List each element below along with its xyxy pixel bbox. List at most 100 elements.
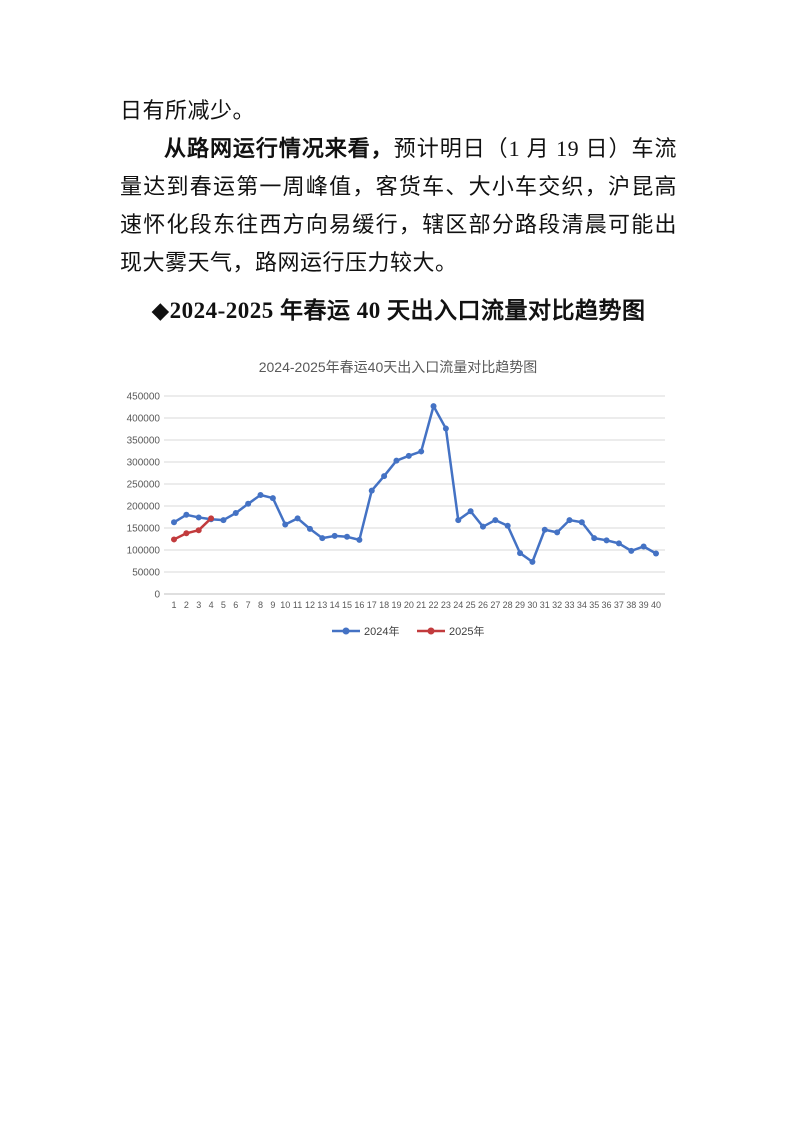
x-axis-tick-label: 22 [429,600,439,610]
series-marker-2024年 [455,517,462,524]
series-marker-2024年 [615,540,622,547]
series-marker-2024年 [331,532,338,539]
series-marker-2024年 [603,537,610,544]
x-axis-tick-label: 37 [614,600,624,610]
x-axis-tick-label: 20 [404,600,414,610]
series-marker-2024年 [183,511,190,518]
series-marker-2024年 [554,529,561,536]
x-axis-tick-label: 40 [651,600,661,610]
series-line-2025年 [172,517,213,541]
series-marker-2024年 [628,547,635,554]
x-axis-tick-label: 19 [391,600,401,610]
x-axis-tick-label: 26 [478,600,488,610]
x-axis-tick-label: 1 [171,600,176,610]
series-marker-2025年 [171,536,177,543]
chart-title: 2024-2025年春运40天出入口流量对比趋势图 [259,359,538,375]
legend-marker [342,627,350,635]
series-marker-2024年 [393,457,400,464]
series-marker-2024年 [344,533,351,540]
series-marker-2024年 [492,517,499,524]
x-axis-tick-label: 14 [330,600,340,610]
x-axis-tick-label: 39 [639,600,649,610]
y-axis-tick-label: 100000 [127,546,161,557]
series-marker-2024年 [294,515,301,522]
x-axis-tick-label: 32 [552,600,562,610]
y-axis-tick-label: 400000 [127,414,161,425]
series-marker-2024年 [381,473,388,480]
x-axis-tick-label: 13 [317,600,327,610]
x-axis-tick-label: 30 [527,600,537,610]
y-axis-tick-label: 350000 [127,436,161,447]
legend-label: 2025年 [449,624,484,638]
series-marker-2024年 [171,519,177,526]
series-marker-2024年 [566,517,573,524]
series-marker-2024年 [591,535,598,542]
x-axis-tick-label: 10 [280,600,290,610]
legend-label: 2024年 [364,624,399,638]
series-marker-2024年 [356,536,363,543]
legend-item-2025年: 2025年 [417,624,484,638]
x-axis-tick-label: 29 [515,600,525,610]
series-marker-2024年 [257,492,264,498]
x-axis-tick-label: 34 [577,600,587,610]
series-marker-2024年 [517,550,524,557]
x-axis-tick-label: 12 [305,600,315,610]
x-axis-tick-label: 18 [379,600,389,610]
series-marker-2025年 [183,530,190,537]
y-axis-tick-label: 200000 [127,502,161,513]
series-marker-2024年 [640,543,647,550]
legend-marker [427,627,435,635]
series-marker-2024年 [368,487,375,494]
document-text-block: 日有所减少。 从路网运行情况来看，预计明日（1 月 19 日）车流量达到春运第一… [120,92,677,328]
paragraph-lead-bold: 从路网运行情况来看， [164,136,394,161]
x-axis-tick-label: 28 [503,600,513,610]
x-axis-tick-label: 33 [564,600,574,610]
x-axis-tick-label: 3 [196,600,201,610]
series-marker-2024年 [245,500,252,507]
series-marker-2024年 [220,517,227,524]
x-axis-tick-label: 16 [354,600,364,610]
x-axis-tick-label: 25 [466,600,476,610]
series-marker-2024年 [430,403,437,410]
x-axis-tick-label: 38 [626,600,636,610]
x-axis-tick-label: 35 [589,600,599,610]
x-axis-tick-label: 36 [602,600,612,610]
x-axis-tick-label: 23 [441,600,451,610]
x-axis-tick-label: 9 [270,600,275,610]
x-axis-tick-label: 24 [453,600,463,610]
x-axis-tick-label: 27 [490,600,500,610]
x-axis-tick-label: 4 [209,600,214,610]
y-axis-tick-label: 0 [154,590,160,601]
paragraph-continuation: 日有所减少。 [120,98,256,123]
series-marker-2024年 [232,510,239,517]
x-axis-tick-label: 2 [184,600,189,610]
series-marker-2024年 [653,550,659,557]
x-axis-tick-label: 21 [416,600,426,610]
series-marker-2024年 [578,519,585,526]
x-axis-tick-label: 17 [367,600,377,610]
series-marker-2024年 [479,523,486,530]
series-marker-2024年 [504,522,511,529]
x-axis-tick-label: 11 [293,600,302,610]
series-marker-2024年 [195,514,202,521]
series-marker-2024年 [319,535,326,542]
x-axis-tick-label: 5 [221,600,226,610]
series-marker-2024年 [467,508,474,515]
y-axis-tick-label: 250000 [127,480,161,491]
y-axis-tick-label: 300000 [127,458,161,469]
x-axis-tick-label: 15 [342,600,352,610]
series-marker-2024年 [529,558,536,565]
x-axis-tick-label: 7 [246,600,251,610]
y-axis-tick-label: 150000 [127,524,161,535]
series-line-2024年 [172,404,658,564]
y-axis-tick-label: 450000 [127,392,161,403]
series-marker-2024年 [282,521,289,528]
section-heading: ◆2024-2025 年春运 40 天出入口流量对比趋势图 [151,298,646,323]
series-marker-2024年 [306,525,313,532]
x-axis-tick-label: 6 [233,600,238,610]
paragraph-body-text: 预计明日（1 月 19 日）车流量达到春运第一周峰值，客货车、大小车交织，沪昆高… [120,136,677,275]
series-marker-2024年 [269,495,276,502]
series-marker-2024年 [418,448,425,455]
series-marker-2025年 [195,527,202,534]
